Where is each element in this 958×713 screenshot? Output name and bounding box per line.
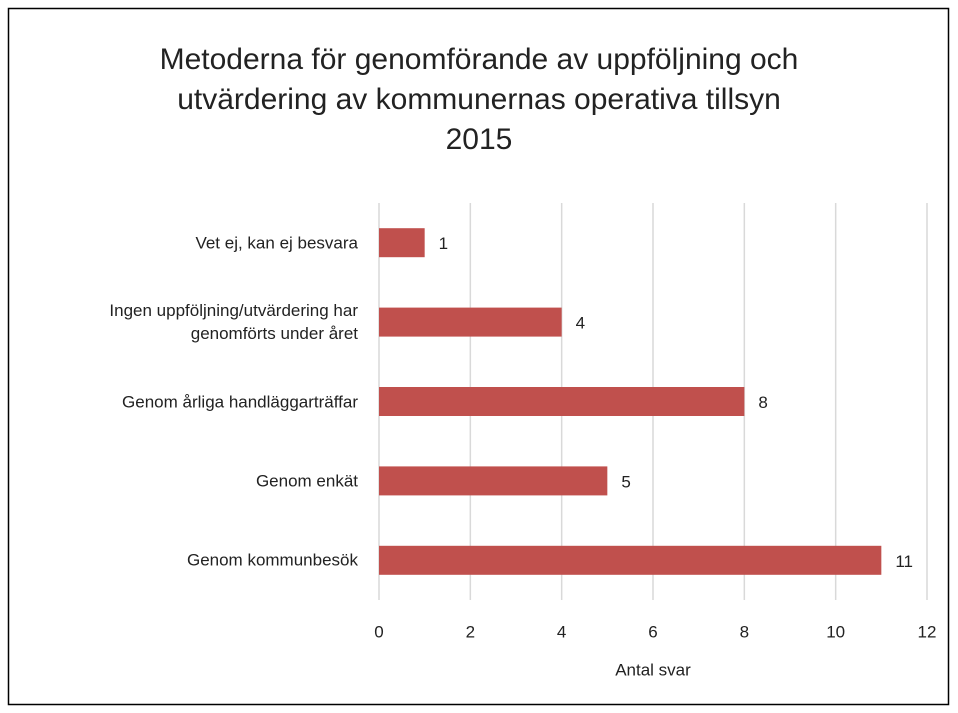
bar (379, 466, 608, 496)
y-tick-label: Genom årliga handläggarträffar (122, 392, 358, 411)
y-tick-label: Genom enkät (255, 471, 358, 491)
chart-border (7, 7, 950, 706)
data-label: 8 (758, 393, 767, 412)
x-tick-label: 8 (740, 622, 749, 641)
data-label: 1 (439, 234, 448, 253)
bar (379, 545, 882, 575)
data-label: 4 (576, 314, 585, 333)
y-tick-label: Vet ej, kan ej besvara (195, 233, 358, 253)
x-tick-label: 4 (557, 622, 566, 641)
x-tick-label: 12 (918, 622, 937, 641)
x-tick-label: 6 (648, 622, 657, 641)
data-label: 5 (621, 472, 630, 491)
y-tick-label: Genom kommunbesök (186, 550, 358, 570)
x-tick-label: 10 (826, 622, 845, 641)
data-label: 11 (895, 552, 913, 571)
bar (379, 307, 562, 337)
x-axis-label: Antal svar (615, 660, 691, 679)
x-tick-label: 2 (466, 622, 475, 641)
x-tick-label: 0 (374, 622, 383, 641)
y-tick-label: Ingen uppföljning/utvärdering har genomf… (109, 301, 358, 344)
bar (379, 387, 745, 416)
chart-title: Metoderna för genomförande av uppföljnin… (159, 43, 799, 156)
bar (379, 228, 425, 258)
